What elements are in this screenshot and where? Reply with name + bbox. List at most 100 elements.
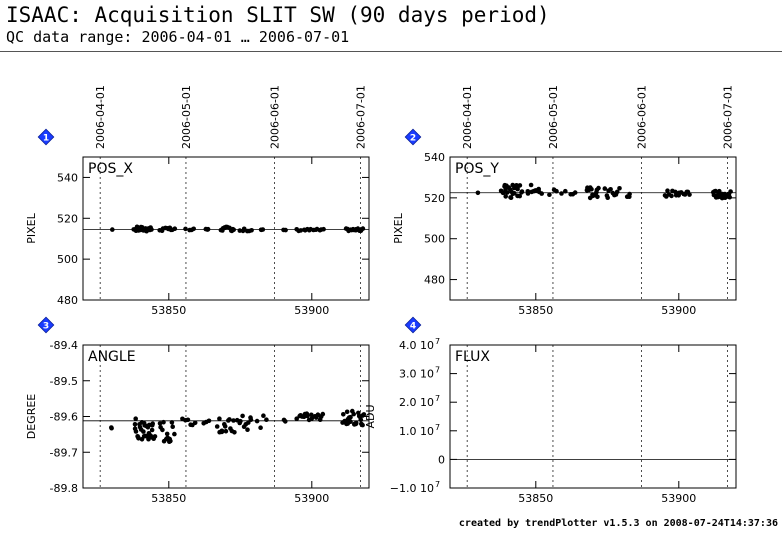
panel-marker-icon xyxy=(404,316,422,334)
plot-frame xyxy=(82,344,370,489)
y-tick-label: 520 xyxy=(57,212,78,225)
y-tick-label: -89.6 xyxy=(50,411,78,424)
x-tick-label: 53850 xyxy=(518,492,553,505)
page-subtitle: QC data range: 2006-04-01 … 2006-07-01 xyxy=(6,28,350,46)
x-tick-label: 53900 xyxy=(294,304,329,317)
data-point xyxy=(309,416,315,421)
data-point xyxy=(669,193,674,199)
credit-line: created by trendPlotter v1.5.3 on 2008-0… xyxy=(458,518,778,529)
data-point xyxy=(539,191,544,196)
plot-frame xyxy=(449,156,737,301)
data-point xyxy=(547,192,552,197)
date-label: 2006-06-01 xyxy=(269,85,282,149)
y-axis-label: PIXEL xyxy=(392,212,405,243)
data-point xyxy=(595,194,600,200)
data-point xyxy=(231,418,236,423)
data-point xyxy=(627,194,632,199)
data-point xyxy=(240,413,245,419)
data-point xyxy=(206,418,212,424)
data-point xyxy=(358,417,364,423)
data-point xyxy=(294,416,300,422)
data-point xyxy=(503,194,509,199)
data-point xyxy=(254,418,260,424)
data-point xyxy=(605,195,610,200)
data-point xyxy=(589,186,594,192)
data-point xyxy=(341,412,346,417)
data-point xyxy=(525,191,531,196)
x-tick-label: 53850 xyxy=(518,304,553,317)
x-tick-label: 53900 xyxy=(661,492,696,505)
data-point xyxy=(149,427,155,433)
data-point xyxy=(157,421,163,426)
data-point xyxy=(245,427,250,433)
x-tick-label: 53900 xyxy=(294,492,329,505)
x-tick-label: 53900 xyxy=(661,304,696,317)
date-label: 2006-06-01 xyxy=(636,85,649,149)
y-tick-label: -89.4 xyxy=(50,339,78,352)
data-point xyxy=(353,420,359,426)
data-point xyxy=(160,427,165,433)
data-point xyxy=(348,414,353,420)
data-point xyxy=(258,425,263,431)
parameter-label: POS_Y xyxy=(455,161,499,177)
date-label: 2006-07-01 xyxy=(721,85,734,149)
panel-marker-number: 2 xyxy=(410,134,416,144)
data-point xyxy=(219,428,225,434)
data-point xyxy=(170,424,175,430)
header-rule xyxy=(0,51,782,52)
data-point xyxy=(135,434,141,440)
panel-marker-icon xyxy=(37,128,55,146)
data-point xyxy=(475,190,481,196)
y-tick-label: 1.0 10 xyxy=(399,425,434,438)
date-label: 2006-05-01 xyxy=(547,85,560,149)
date-label: 2006-04-01 xyxy=(94,85,107,149)
data-point xyxy=(141,429,146,434)
data-point xyxy=(320,411,326,417)
data-point xyxy=(110,227,115,232)
date-label: 2006-04-01 xyxy=(461,85,474,149)
data-point xyxy=(249,228,254,233)
x-tick-label: 53850 xyxy=(151,492,186,505)
panel-1: 2006-04-01 2006-05-01 2006-06-01 2006-07-01… xyxy=(25,85,370,317)
data-point xyxy=(305,413,310,419)
data-point xyxy=(348,419,353,425)
y-tick-label: 4.0 10 xyxy=(399,339,434,352)
data-point xyxy=(238,418,243,424)
data-point xyxy=(150,421,155,427)
data-point xyxy=(231,227,236,232)
panel-marker-icon xyxy=(404,128,422,146)
data-point xyxy=(512,191,517,196)
panel-3: -89.8 -89.7 -89.6 -89.5 -89.4 53850 53900 DEGRE… xyxy=(25,316,370,505)
y-axis-label: PIXEL xyxy=(25,212,38,243)
data-point xyxy=(172,226,178,231)
data-point xyxy=(164,431,170,437)
y-tick-label: 0 xyxy=(438,453,445,466)
data-point xyxy=(214,424,220,429)
data-point xyxy=(183,226,188,232)
data-point xyxy=(528,182,534,188)
data-point xyxy=(248,417,254,423)
y-tick-label: 480 xyxy=(424,274,445,287)
data-point xyxy=(563,188,568,194)
y-tick-exponent: 7 xyxy=(435,394,440,403)
data-point xyxy=(132,422,138,427)
y-tick-label: 520 xyxy=(424,192,445,205)
data-point xyxy=(227,417,232,422)
data-point xyxy=(223,428,229,434)
panel-2: 2006-04-01 2006-05-01 2006-06-01 2006-07-01… xyxy=(392,85,737,317)
data-point xyxy=(261,413,266,419)
data-point xyxy=(713,188,718,194)
panel-marker-number: 3 xyxy=(43,322,49,332)
x-tick-label: 53850 xyxy=(151,304,186,317)
data-point xyxy=(185,417,191,423)
data-point xyxy=(687,192,692,197)
data-point xyxy=(109,425,114,431)
y-tick-exponent: 7 xyxy=(435,366,440,375)
data-point xyxy=(205,226,211,232)
data-point xyxy=(727,194,732,200)
data-point xyxy=(361,412,367,417)
data-point xyxy=(360,422,365,428)
data-point xyxy=(169,420,175,425)
y-tick-label: −1.0 10 xyxy=(390,482,434,495)
